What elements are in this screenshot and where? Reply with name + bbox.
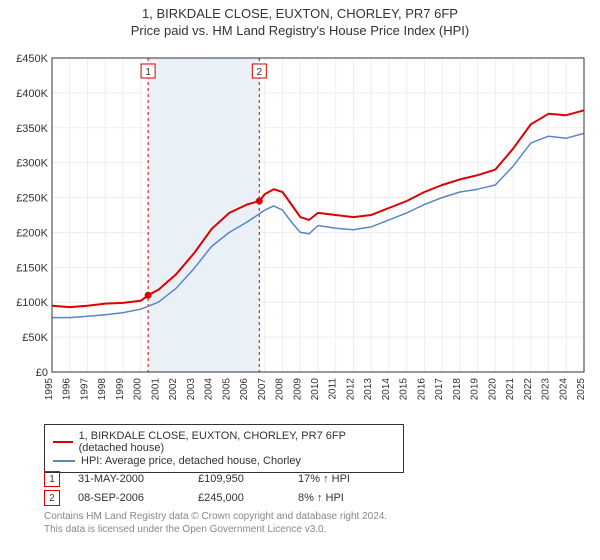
svg-text:£100K: £100K	[16, 297, 48, 309]
svg-text:1997: 1997	[79, 378, 90, 401]
svg-text:£50K: £50K	[22, 332, 48, 344]
svg-text:£400K: £400K	[16, 88, 48, 100]
footer-attribution: Contains HM Land Registry data © Crown c…	[44, 510, 387, 536]
event-pct-1: 17% ↑ HPI	[298, 473, 408, 485]
svg-text:2006: 2006	[239, 378, 250, 401]
chart-svg: 1995 1996 1997 1998 1999 2000 2001 2002 2003 2004…	[8, 50, 592, 410]
svg-text:2014: 2014	[381, 378, 392, 401]
svg-text:2017: 2017	[434, 378, 445, 401]
footer-line1: Contains HM Land Registry data © Crown c…	[44, 510, 387, 523]
event-badge-1: 1	[44, 471, 60, 487]
legend: 1, BIRKDALE CLOSE, EUXTON, CHORLEY, PR7 …	[44, 424, 404, 473]
svg-text:2007: 2007	[257, 378, 268, 401]
legend-swatch-hpi	[53, 460, 75, 462]
svg-text:2003: 2003	[186, 378, 197, 401]
svg-text:2011: 2011	[328, 378, 339, 400]
event-price-2: £245,000	[198, 492, 298, 504]
svg-text:2022: 2022	[523, 378, 534, 401]
legend-label-property: 1, BIRKDALE CLOSE, EUXTON, CHORLEY, PR7 …	[79, 430, 395, 454]
legend-label-hpi: HPI: Average price, detached house, Chor…	[81, 455, 301, 467]
legend-row-property: 1, BIRKDALE CLOSE, EUXTON, CHORLEY, PR7 …	[53, 430, 395, 454]
svg-text:2021: 2021	[505, 378, 516, 401]
svg-text:2024: 2024	[558, 378, 569, 401]
svg-text:2025: 2025	[576, 378, 587, 401]
event-date-1: 31-MAY-2000	[78, 473, 198, 485]
legend-row-hpi: HPI: Average price, detached house, Chor…	[53, 455, 395, 467]
title-block: 1, BIRKDALE CLOSE, EUXTON, CHORLEY, PR7 …	[0, 0, 600, 38]
chart-title-line1: 1, BIRKDALE CLOSE, EUXTON, CHORLEY, PR7 …	[4, 6, 596, 21]
svg-text:£300K: £300K	[16, 158, 48, 170]
svg-text:2019: 2019	[470, 378, 481, 401]
svg-text:2016: 2016	[416, 378, 427, 401]
svg-text:2009: 2009	[292, 378, 303, 401]
svg-text:2004: 2004	[204, 378, 215, 401]
svg-text:2010: 2010	[310, 378, 321, 401]
svg-text:2020: 2020	[487, 378, 498, 401]
svg-text:£150K: £150K	[16, 262, 48, 274]
svg-text:2015: 2015	[399, 378, 410, 401]
svg-text:1998: 1998	[97, 378, 108, 401]
svg-text:2: 2	[257, 67, 263, 78]
svg-text:£350K: £350K	[16, 123, 48, 135]
svg-text:£200K: £200K	[16, 227, 48, 239]
svg-text:2008: 2008	[275, 378, 286, 401]
svg-text:2002: 2002	[168, 378, 179, 401]
chart-area: 1995 1996 1997 1998 1999 2000 2001 2002 2003 2004…	[8, 50, 592, 410]
event-price-1: £109,950	[198, 473, 298, 485]
events-table: 1 31-MAY-2000 £109,950 17% ↑ HPI 2 08-SE…	[44, 468, 408, 509]
legend-swatch-property	[53, 441, 73, 443]
event-date-2: 08-SEP-2006	[78, 492, 198, 504]
svg-text:2000: 2000	[133, 378, 144, 401]
svg-text:1996: 1996	[62, 378, 73, 401]
svg-text:2013: 2013	[363, 378, 374, 401]
event-badge-2: 2	[44, 490, 60, 506]
svg-text:2005: 2005	[221, 378, 232, 401]
svg-text:1995: 1995	[44, 378, 55, 401]
svg-text:2012: 2012	[345, 378, 356, 401]
chart-title-line2: Price paid vs. HM Land Registry's House …	[4, 23, 596, 38]
svg-text:£250K: £250K	[16, 193, 48, 205]
footer-line2: This data is licensed under the Open Gov…	[44, 523, 387, 536]
svg-text:2018: 2018	[452, 378, 463, 401]
svg-text:£450K: £450K	[16, 53, 48, 65]
svg-text:£0: £0	[36, 367, 48, 379]
svg-text:2001: 2001	[150, 378, 161, 401]
svg-text:2023: 2023	[541, 378, 552, 401]
svg-text:1999: 1999	[115, 378, 126, 401]
event-pct-2: 8% ↑ HPI	[298, 492, 408, 504]
event-row-2: 2 08-SEP-2006 £245,000 8% ↑ HPI	[44, 490, 408, 506]
event-row-1: 1 31-MAY-2000 £109,950 17% ↑ HPI	[44, 471, 408, 487]
svg-text:1: 1	[145, 67, 151, 78]
